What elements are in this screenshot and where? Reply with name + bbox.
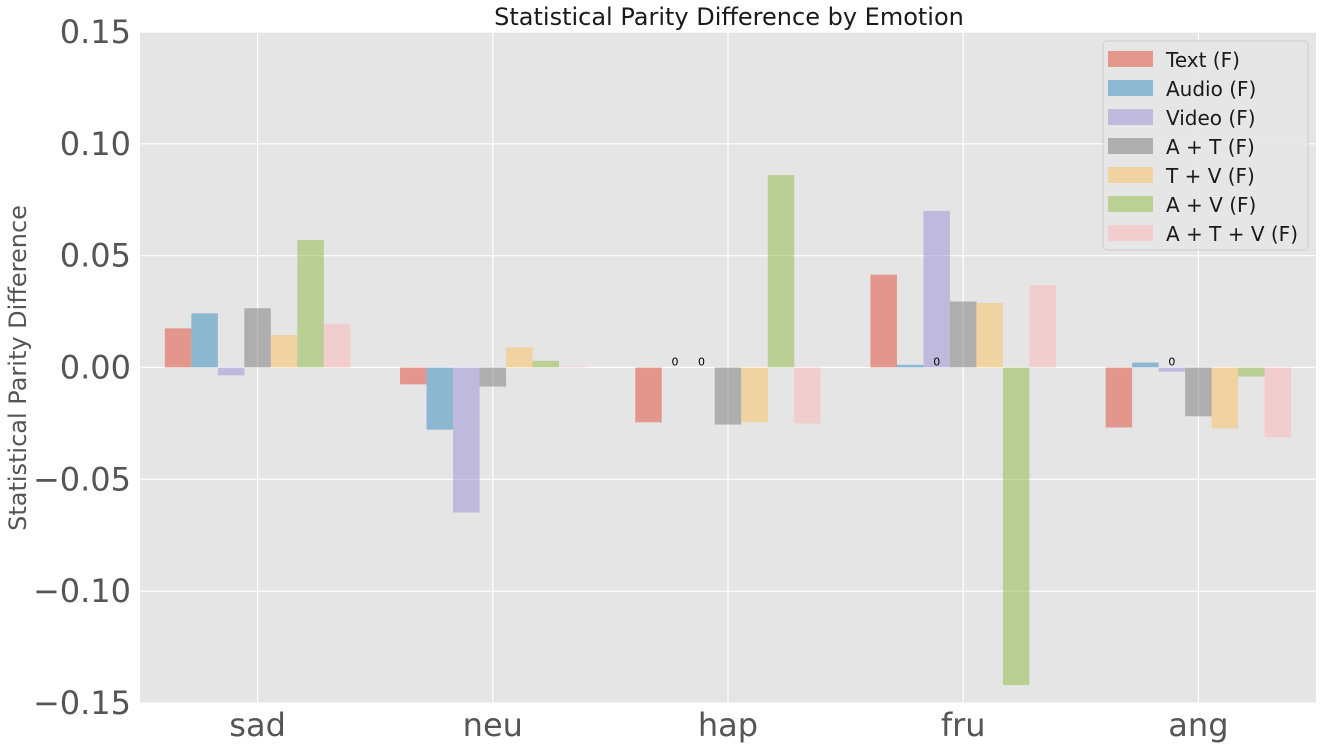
bar-a-v-f-fru xyxy=(1002,367,1030,686)
zero-value-label: 0 xyxy=(1168,356,1175,369)
annotations: 0 0 0 0 xyxy=(672,356,1176,369)
legend-label: A + T + V (F) xyxy=(1166,222,1298,246)
legend-swatch xyxy=(1108,225,1153,241)
bar-t-v-f-neu xyxy=(506,347,533,368)
legend: Text (F) Audio (F) Video (F) A + T (F) T + V… xyxy=(1102,40,1309,251)
legend-label: Audio (F) xyxy=(1166,77,1256,101)
legend-label: Video (F) xyxy=(1166,106,1256,130)
y-tick-label: 0.05 xyxy=(60,237,131,275)
bar-a-t-f-hap xyxy=(714,367,742,425)
legend-swatch xyxy=(1108,80,1153,96)
bar-a-t-v-f-sad xyxy=(323,323,351,368)
bar-audio-f-ang xyxy=(1132,362,1159,368)
bar-video-f-sad xyxy=(217,367,245,376)
y-tick-label: −0.05 xyxy=(33,460,131,498)
legend-swatch xyxy=(1108,138,1153,154)
bar-a-v-f-sad xyxy=(297,240,324,368)
legend-swatch xyxy=(1108,196,1153,212)
y-tick-label: 0.00 xyxy=(60,349,131,387)
chart-title: Statistical Parity Difference by Emotion xyxy=(494,3,964,31)
bar-text-f-fru xyxy=(870,274,897,368)
y-tick-label: −0.15 xyxy=(33,684,131,722)
bar-a-t-v-f-hap xyxy=(794,367,821,424)
bar-text-f-hap xyxy=(635,367,662,423)
bar-video-f-neu xyxy=(453,367,480,513)
legend-label: Text (F) xyxy=(1165,48,1240,72)
y-tick-label: 0.15 xyxy=(60,13,131,51)
bar-text-f-neu xyxy=(400,367,427,385)
bar-a-t-f-neu xyxy=(479,367,507,387)
zero-value-label: 0 xyxy=(933,356,940,369)
bar-a-t-f-sad xyxy=(244,308,271,368)
bar-video-f-fru xyxy=(923,210,950,368)
legend-swatch xyxy=(1108,109,1153,125)
bar-a-t-v-f-ang xyxy=(1264,367,1292,438)
bar-a-t-v-f-neu xyxy=(559,366,586,368)
bar-t-v-f-fru xyxy=(976,303,1003,368)
x-tick-label: ang xyxy=(1168,706,1228,744)
bar-a-v-f-hap xyxy=(767,175,795,368)
bar-video-f-ang xyxy=(1158,367,1186,372)
legend-swatch xyxy=(1108,51,1153,67)
bar-a-t-f-ang xyxy=(1185,367,1212,417)
bar-text-f-ang xyxy=(1105,367,1133,428)
y-tick-label: −0.10 xyxy=(33,572,131,610)
bar-t-v-f-ang xyxy=(1211,367,1239,429)
y-axis-label: Statistical Parity Difference xyxy=(4,205,32,531)
y-ticks: 0.15 0.10 0.05 0.00 −0.05 −0.10 −0.15 xyxy=(33,13,131,722)
legend-label: A + T (F) xyxy=(1166,135,1255,159)
bar-a-t-f-fru xyxy=(949,301,977,368)
legend-swatch xyxy=(1108,167,1153,183)
x-tick-label: sad xyxy=(229,706,286,744)
zero-value-label: 0 xyxy=(672,356,679,369)
x-tick-label: fru xyxy=(941,706,986,744)
bars xyxy=(164,175,1292,686)
legend-box xyxy=(1102,40,1309,251)
x-tick-label: hap xyxy=(698,706,758,744)
legend-label: A + V (F) xyxy=(1166,193,1256,217)
bar-a-t-v-f-fru xyxy=(1029,285,1056,368)
bar-audio-f-sad xyxy=(191,313,218,368)
bar-audio-f-neu xyxy=(426,367,454,430)
x-ticks: sad neu hap fru ang xyxy=(229,706,1228,744)
bar-a-v-f-neu xyxy=(532,360,560,368)
bar-audio-f-fru xyxy=(896,364,924,368)
bar-text-f-sad xyxy=(164,328,192,368)
bar-t-v-f-sad xyxy=(270,335,298,368)
x-tick-label: neu xyxy=(463,706,523,744)
bar-t-v-f-hap xyxy=(741,367,768,423)
bar-a-v-f-ang xyxy=(1238,367,1265,377)
zero-value-label: 0 xyxy=(698,356,705,369)
legend-label: T + V (F) xyxy=(1165,164,1255,188)
y-tick-label: 0.10 xyxy=(60,125,131,163)
